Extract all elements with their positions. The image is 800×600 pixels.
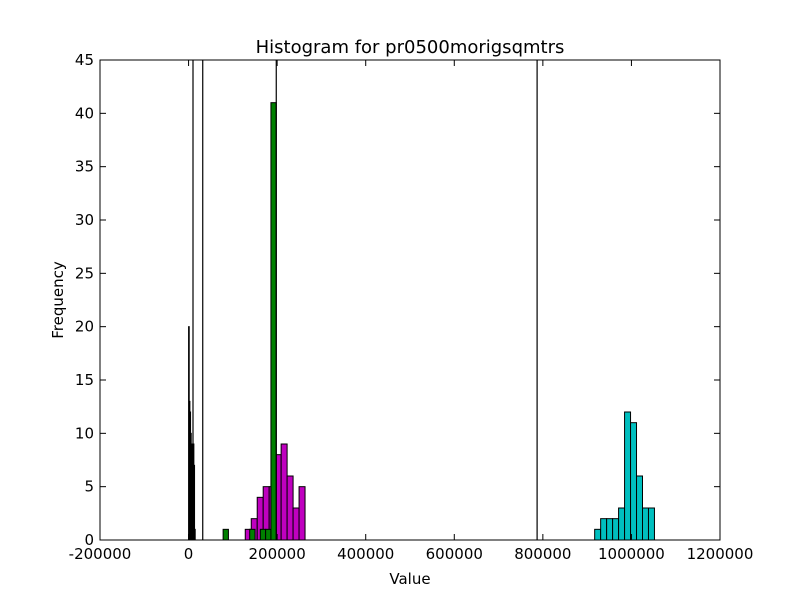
y-tick-label-9: 45 xyxy=(75,51,94,69)
histogram-bar-3-3 xyxy=(612,518,620,541)
y-tick-label-3: 15 xyxy=(75,371,94,389)
histogram-bar-1-9 xyxy=(298,486,306,541)
y-axis-label: Frequency xyxy=(49,261,67,339)
histogram-bar-3-9 xyxy=(647,507,655,541)
y-tick-label-2: 10 xyxy=(75,424,94,442)
y-tick-label-5: 25 xyxy=(75,264,94,282)
histogram-bar-1-6 xyxy=(280,443,288,541)
x-axis-label: Value xyxy=(389,570,430,588)
y-tick-label-0: 0 xyxy=(84,531,94,549)
histogram-bar-3-5 xyxy=(624,411,632,541)
histogram-bar-2-0 xyxy=(222,528,229,541)
x-tick-label-0: -200000 xyxy=(69,545,132,563)
reference-lines xyxy=(192,60,538,540)
histogram-bar-3-2 xyxy=(606,518,614,541)
y-axis-ticks: 0 5 10 15 20 25 30 35 40 45 xyxy=(75,51,720,549)
chart-title: Histogram for pr0500morigsqmtrs xyxy=(256,37,565,58)
y-tick-label-8: 40 xyxy=(75,104,94,122)
histogram-bar-2-3 xyxy=(265,528,272,541)
y-tick-label-1: 5 xyxy=(84,478,94,496)
x-tick-label-7: 1200000 xyxy=(687,545,754,563)
histogram-bar-1-8 xyxy=(292,507,300,541)
x-axis-ticks: -200000 0 200000 400000 600000 800000 1000000 1… xyxy=(69,60,754,563)
histogram-bar-2-4 xyxy=(270,102,277,541)
x-tick-label-4: 600000 xyxy=(426,545,483,563)
histogram-bar-3-4 xyxy=(618,507,626,541)
y-tick-label-7: 35 xyxy=(75,158,94,176)
histogram-bar-0-8 xyxy=(193,464,196,541)
y-tick-label-4: 20 xyxy=(75,318,94,336)
histogram-bar-3-7 xyxy=(636,475,643,541)
histogram-bar-3-6 xyxy=(630,422,638,541)
histogram-bar-2-2 xyxy=(259,528,267,541)
histogram-bar-0-9 xyxy=(194,528,196,541)
x-tick-label-2: 200000 xyxy=(249,545,306,563)
histogram-bar-3-8 xyxy=(642,507,649,541)
x-tick-label-3: 400000 xyxy=(337,545,394,563)
plot-frame xyxy=(99,59,721,541)
histogram-bar-2-1 xyxy=(249,528,256,541)
y-tick-label-6: 30 xyxy=(75,211,94,229)
x-tick-label-1: 0 xyxy=(184,545,194,563)
x-tick-label-6: 1000000 xyxy=(598,545,665,563)
histogram-bar-1-7 xyxy=(286,475,294,541)
x-tick-label-5: 800000 xyxy=(514,545,571,563)
histogram-bar-3-0 xyxy=(594,528,602,541)
histogram-bar-3-1 xyxy=(600,518,608,541)
